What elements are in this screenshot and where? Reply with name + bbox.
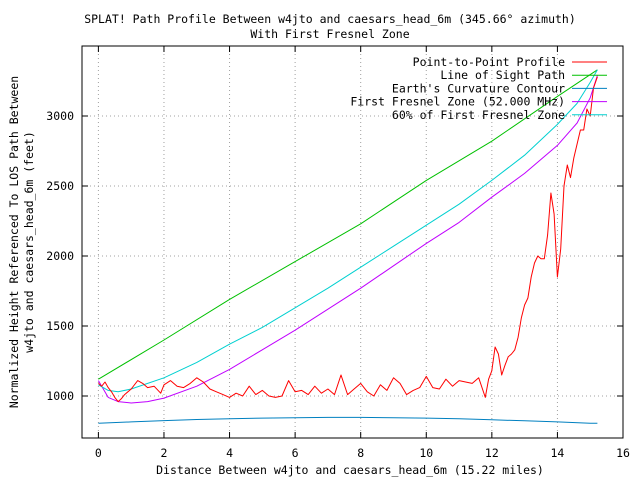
series-line-point-to-point-profile — [98, 76, 598, 403]
legend-label: Line of Sight Path — [440, 68, 565, 82]
axis-ticks: 0 2 4 6 8 10 12 14 16 1000 1500 2000 2500 3000 — [46, 46, 630, 460]
legend-label: Point-to-Point Profile — [413, 55, 565, 69]
x-tick-label: 4 — [226, 446, 233, 460]
y-tick-label: 3000 — [46, 109, 74, 123]
x-tick-label: 10 — [419, 446, 433, 460]
x-tick-label: 12 — [485, 446, 499, 460]
series-line-earth-s-curvature-contour — [98, 416, 598, 424]
x-tick-label: 0 — [95, 446, 102, 460]
series-lines — [97, 69, 598, 424]
x-tick-label: 6 — [292, 446, 299, 460]
legend-label: Earth's Curvature Contour — [392, 81, 565, 95]
chart-subtitle: With First Fresnel Zone — [250, 27, 409, 41]
plot-frame — [81, 45, 624, 439]
y-tick-label: 1500 — [46, 319, 74, 333]
chart-title: SPLAT! Path Profile Between w4jto and ca… — [84, 12, 576, 26]
series-line-first-fresnel-zone-52-000-mhz — [97, 75, 598, 404]
x-tick-label: 16 — [616, 446, 630, 460]
series-line-60-of-first-fresnel-zone — [98, 69, 598, 393]
x-tick-label: 2 — [161, 446, 168, 460]
x-axis-label: Distance Between w4jto and caesars_head_… — [156, 463, 544, 477]
series-line-line-of-sight-path — [98, 69, 598, 380]
y-axis-label-line-2: w4jto and caesars_head_6m (feet) — [22, 131, 36, 353]
y-tick-label: 1000 — [46, 389, 74, 403]
y-tick-label: 2500 — [46, 179, 74, 193]
legend-label: First Fresnel Zone (52.000 MHz) — [350, 95, 565, 109]
y-axis-label-line-1: Normalized Height Referenced To LOS Path… — [7, 76, 21, 408]
x-tick-label: 14 — [550, 446, 564, 460]
legend-label: 60% of First Fresnel Zone — [392, 108, 565, 122]
y-tick-label: 2000 — [46, 249, 74, 263]
x-tick-label: 8 — [357, 446, 364, 460]
